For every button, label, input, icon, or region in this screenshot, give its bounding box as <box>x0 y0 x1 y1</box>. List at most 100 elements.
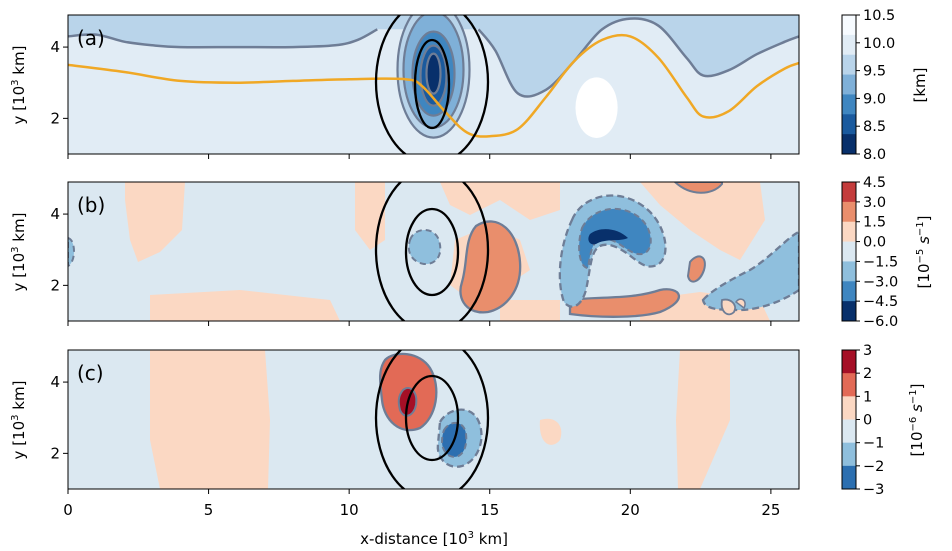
colorbar-tick-label: 3.0 <box>863 195 886 211</box>
panel-c: (c) 24 0 5 10 15 20 25 y [103 km] <box>10 349 800 519</box>
colorbar-tick-label: −1 <box>863 436 884 452</box>
colorbar-swatch <box>842 373 856 397</box>
panel-a-contour-left <box>68 28 378 49</box>
panel-a: (a) 24 y [103 km] <box>10 14 800 159</box>
panel-c-outer-ellipse <box>374 350 490 489</box>
panel-c-positive-patch <box>676 350 730 489</box>
panel-a-inner-ellipse <box>413 38 451 130</box>
panel-c-ylabel: y [103 km] <box>10 381 28 460</box>
colorbar-tick-label: 8.0 <box>863 147 886 163</box>
panel-a-orange-curve <box>68 33 799 138</box>
panel-b-negative-lobe <box>407 229 442 266</box>
colorbar-frame <box>841 181 857 322</box>
colorbar-tick-label: 10.5 <box>863 8 895 24</box>
panel-a-contour-right <box>477 17 799 98</box>
colorbar-tick-label: 3 <box>863 343 872 359</box>
colorbar-tick-label: 10.0 <box>863 36 895 52</box>
y-tick-label: 4 <box>50 38 60 56</box>
colorbar-tick-label: 1.5 <box>863 215 886 231</box>
colorbar-a-label: [km] <box>911 67 929 102</box>
colorbar-swatch <box>842 54 856 76</box>
panel-c-positive-patch <box>539 418 562 445</box>
panel-b-minimum <box>588 229 628 245</box>
panel-c-positive-patch <box>150 350 270 489</box>
colorbar-tick-label: 9.5 <box>863 64 886 80</box>
colorbar-swatch <box>842 94 856 115</box>
colorbar-tick-label: −3 <box>863 482 884 498</box>
colorbar-tick-label: 4.5 <box>863 175 886 191</box>
x-tick-label: 0 <box>63 501 73 519</box>
colorbar-swatch <box>842 465 856 490</box>
colorbar-swatch <box>842 350 856 374</box>
panel-b-positive-lobe <box>734 298 746 310</box>
vortex-contour <box>425 52 442 95</box>
panel-c-frame <box>67 349 800 490</box>
colorbar-tick-label: −4.5 <box>863 294 898 310</box>
panel-b-inner-ellipse <box>404 207 460 297</box>
y-tick-label: 4 <box>50 205 60 223</box>
colorbar-swatch <box>842 134 856 155</box>
panel-c-inner-ellipse <box>404 374 460 462</box>
panel-b: (b) 24 y [103 km] <box>10 181 800 326</box>
x-axis-ticks: 0 5 10 15 20 25 <box>63 501 780 519</box>
colorbar-swatch <box>842 182 856 203</box>
panel-b-yticks: 24 <box>50 205 772 326</box>
x-axis-label: x-distance [103 km] <box>360 530 508 548</box>
panel-a-ylabel: y [103 km] <box>10 46 28 125</box>
colorbar-frame <box>841 14 857 155</box>
panel-b-frame <box>67 181 800 322</box>
x-tick-label: 25 <box>761 501 780 519</box>
colorbar-swatch <box>842 419 856 444</box>
colorbar-swatch <box>842 396 856 420</box>
panel-b-positive-lobe <box>568 288 681 318</box>
colorbar-tick-label: −6.0 <box>863 314 898 330</box>
panel-b-positive-lobe <box>720 298 736 316</box>
panel-c-yticks: 24 <box>50 373 772 494</box>
panel-a-upper-band <box>68 15 799 97</box>
panel-b-outer-ellipse <box>374 182 490 321</box>
colorbar-swatch <box>842 34 856 56</box>
colorbar-swatch <box>842 74 856 95</box>
colorbar-c-label: [10−6 s−1] <box>908 384 926 457</box>
panel-c-label: (c) <box>77 361 104 385</box>
colorbar-tick-label: −3.0 <box>863 274 898 290</box>
colorbar-tick-label: 0 <box>863 413 872 429</box>
panel-a-yticks: 24 <box>50 38 772 159</box>
colorbar-swatch <box>842 261 856 282</box>
y-tick-label: 2 <box>50 276 60 294</box>
panel-a-frame <box>67 14 800 155</box>
colorbar-swatch <box>842 114 856 135</box>
panel-a-label: (a) <box>77 26 105 50</box>
x-tick-label: 5 <box>204 501 214 519</box>
x-tick-label: 15 <box>480 501 499 519</box>
colorbar-tick-label: 0.0 <box>863 235 886 251</box>
colorbar-tick-label: −2 <box>863 459 884 475</box>
x-tick-label: 20 <box>621 501 640 519</box>
colorbar-swatch <box>842 221 856 243</box>
colorbar-swatch <box>842 281 856 302</box>
colorbar-swatch <box>842 201 856 223</box>
panel-b-ylabel: y [103 km] <box>10 213 28 292</box>
colorbar-b: 4.5 3.0 1.5 0.0 −1.5 −3.0 −4.5 −6.0 <box>841 175 898 330</box>
panel-b-positive-patch <box>150 290 340 321</box>
colorbar-tick-label: 8.5 <box>863 119 886 135</box>
x-tick-label: 10 <box>340 501 359 519</box>
panel-b-positive-patch <box>500 300 560 321</box>
colorbar-tick-label: −1.5 <box>863 254 898 270</box>
colorbar-swatch <box>842 301 856 322</box>
panel-b-positive-lobe <box>459 220 522 314</box>
panel-a-outer-ellipse <box>374 15 490 154</box>
colorbar-swatch <box>842 15 856 36</box>
colorbar-tick-label: 2 <box>863 366 872 382</box>
y-tick-label: 4 <box>50 373 60 391</box>
colorbar-swatch <box>842 241 856 262</box>
colorbar-tick-label: 1 <box>863 389 872 405</box>
y-tick-label: 2 <box>50 109 60 127</box>
panel-b-label: (b) <box>77 193 105 217</box>
y-tick-label: 2 <box>50 444 60 462</box>
panel-a-vortex <box>396 15 471 139</box>
colorbar-b-label: [10−5 s−1] <box>915 216 933 289</box>
colorbar-a: 10.5 10.0 9.5 9.0 8.5 8.0 <box>841 8 895 163</box>
colorbar-swatch <box>842 442 856 467</box>
panel-b-positive-patch <box>125 182 185 262</box>
